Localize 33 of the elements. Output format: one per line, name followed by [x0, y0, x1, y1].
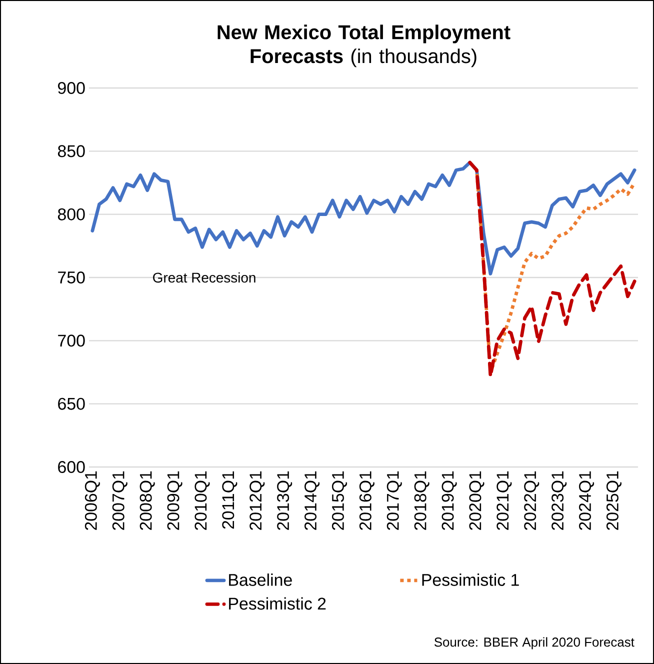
y-tick-label: 650 — [58, 398, 85, 410]
x-tick-label: 2023Q1 — [552, 471, 567, 530]
x-tick-label: 2012Q1 — [250, 471, 265, 530]
x-tick-label: 2018Q1 — [414, 471, 430, 530]
x-tick-label: 2019Q1 — [442, 471, 457, 530]
x-tick-label: 2007Q1 — [112, 471, 128, 530]
x-tick-label: 2020Q1 — [469, 471, 484, 530]
source-note: Source: BBER April 2020 Forecast — [434, 637, 634, 650]
x-tick-label: 2017Q1 — [386, 471, 402, 530]
x-tick-label: 2009Q1 — [167, 471, 182, 530]
x-tick-label: 2011Q1 — [222, 471, 238, 529]
x-tick-label: 2006Q1 — [84, 471, 100, 530]
chart-title: New Mexico Total Employment Forecasts (in thousands) — [218, 24, 510, 68]
x-tick-label: 2014Q1 — [304, 471, 320, 530]
x-tick-label: 2025Q1 — [606, 471, 622, 530]
legend-label: Pessimistic 1 — [422, 574, 519, 586]
x-tick-label: 2015Q1 — [332, 471, 347, 530]
x-tick-label: 2013Q1 — [277, 471, 292, 530]
x-tick-label: 2016Q1 — [359, 471, 374, 530]
legend-label: Baseline — [229, 574, 292, 586]
annotation: Great Recession — [153, 272, 256, 283]
x-tick-label: 2008Q1 — [140, 471, 155, 530]
x-tick-label: 2010Q1 — [194, 471, 210, 530]
y-tick-label: 900 — [58, 82, 85, 94]
x-tick-label: 2024Q1 — [579, 471, 594, 530]
y-tick-label: 850 — [58, 145, 85, 158]
x-tick-label: 2021Q1 — [496, 471, 512, 530]
y-tick-label: 750 — [58, 272, 85, 284]
y-tick-label: 600 — [58, 461, 85, 473]
y-tick-label: 700 — [58, 334, 85, 347]
legend-label: Pessimistic 2 — [229, 597, 326, 610]
y-tick-label: 800 — [58, 208, 85, 220]
x-tick-label: 2022Q1 — [524, 471, 540, 530]
